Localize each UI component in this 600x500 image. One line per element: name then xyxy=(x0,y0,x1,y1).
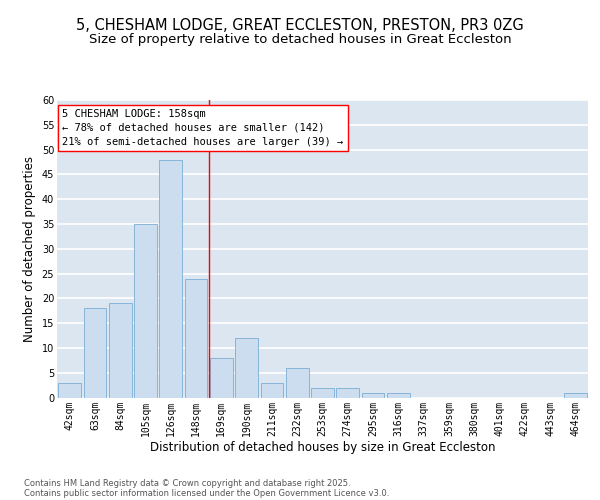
Text: Size of property relative to detached houses in Great Eccleston: Size of property relative to detached ho… xyxy=(89,32,511,46)
Bar xyxy=(311,388,334,398)
Bar xyxy=(185,278,208,398)
Bar xyxy=(387,392,410,398)
Bar xyxy=(286,368,308,398)
Bar xyxy=(362,392,385,398)
Bar xyxy=(260,382,283,398)
Bar xyxy=(134,224,157,398)
Bar xyxy=(235,338,258,398)
Y-axis label: Number of detached properties: Number of detached properties xyxy=(23,156,36,342)
Bar xyxy=(564,392,587,398)
Text: Contains HM Land Registry data © Crown copyright and database right 2025.: Contains HM Land Registry data © Crown c… xyxy=(24,478,350,488)
Bar xyxy=(337,388,359,398)
Bar xyxy=(58,382,81,398)
Bar xyxy=(109,304,131,398)
Text: 5 CHESHAM LODGE: 158sqm
← 78% of detached houses are smaller (142)
21% of semi-d: 5 CHESHAM LODGE: 158sqm ← 78% of detache… xyxy=(62,109,344,147)
X-axis label: Distribution of detached houses by size in Great Eccleston: Distribution of detached houses by size … xyxy=(150,441,495,454)
Text: 5, CHESHAM LODGE, GREAT ECCLESTON, PRESTON, PR3 0ZG: 5, CHESHAM LODGE, GREAT ECCLESTON, PREST… xyxy=(76,18,524,32)
Bar xyxy=(83,308,106,398)
Text: Contains public sector information licensed under the Open Government Licence v3: Contains public sector information licen… xyxy=(24,488,389,498)
Bar xyxy=(210,358,233,398)
Bar xyxy=(160,160,182,398)
